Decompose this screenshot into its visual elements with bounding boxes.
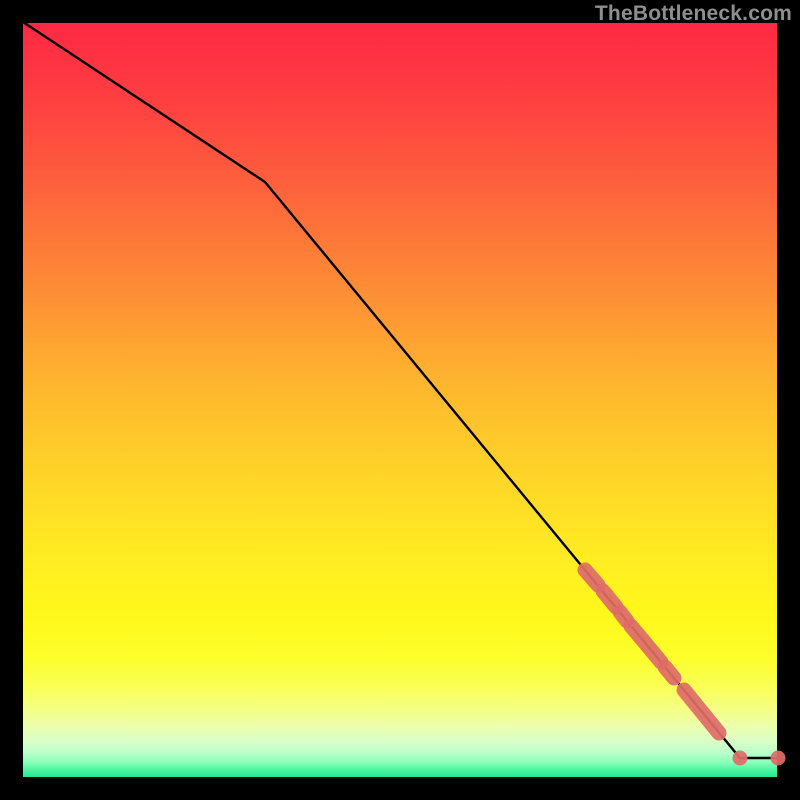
endpoint-marker (733, 751, 748, 766)
highlight-segment (585, 570, 598, 585)
highlight-segment (603, 591, 616, 607)
watermark-text: TheBottleneck.com (595, 2, 792, 26)
highlight-segment (665, 667, 674, 678)
gradient-chart (0, 0, 800, 800)
chart-canvas: TheBottleneck.com (0, 0, 800, 800)
highlight-segment (620, 612, 627, 621)
endpoint-marker (771, 751, 786, 766)
